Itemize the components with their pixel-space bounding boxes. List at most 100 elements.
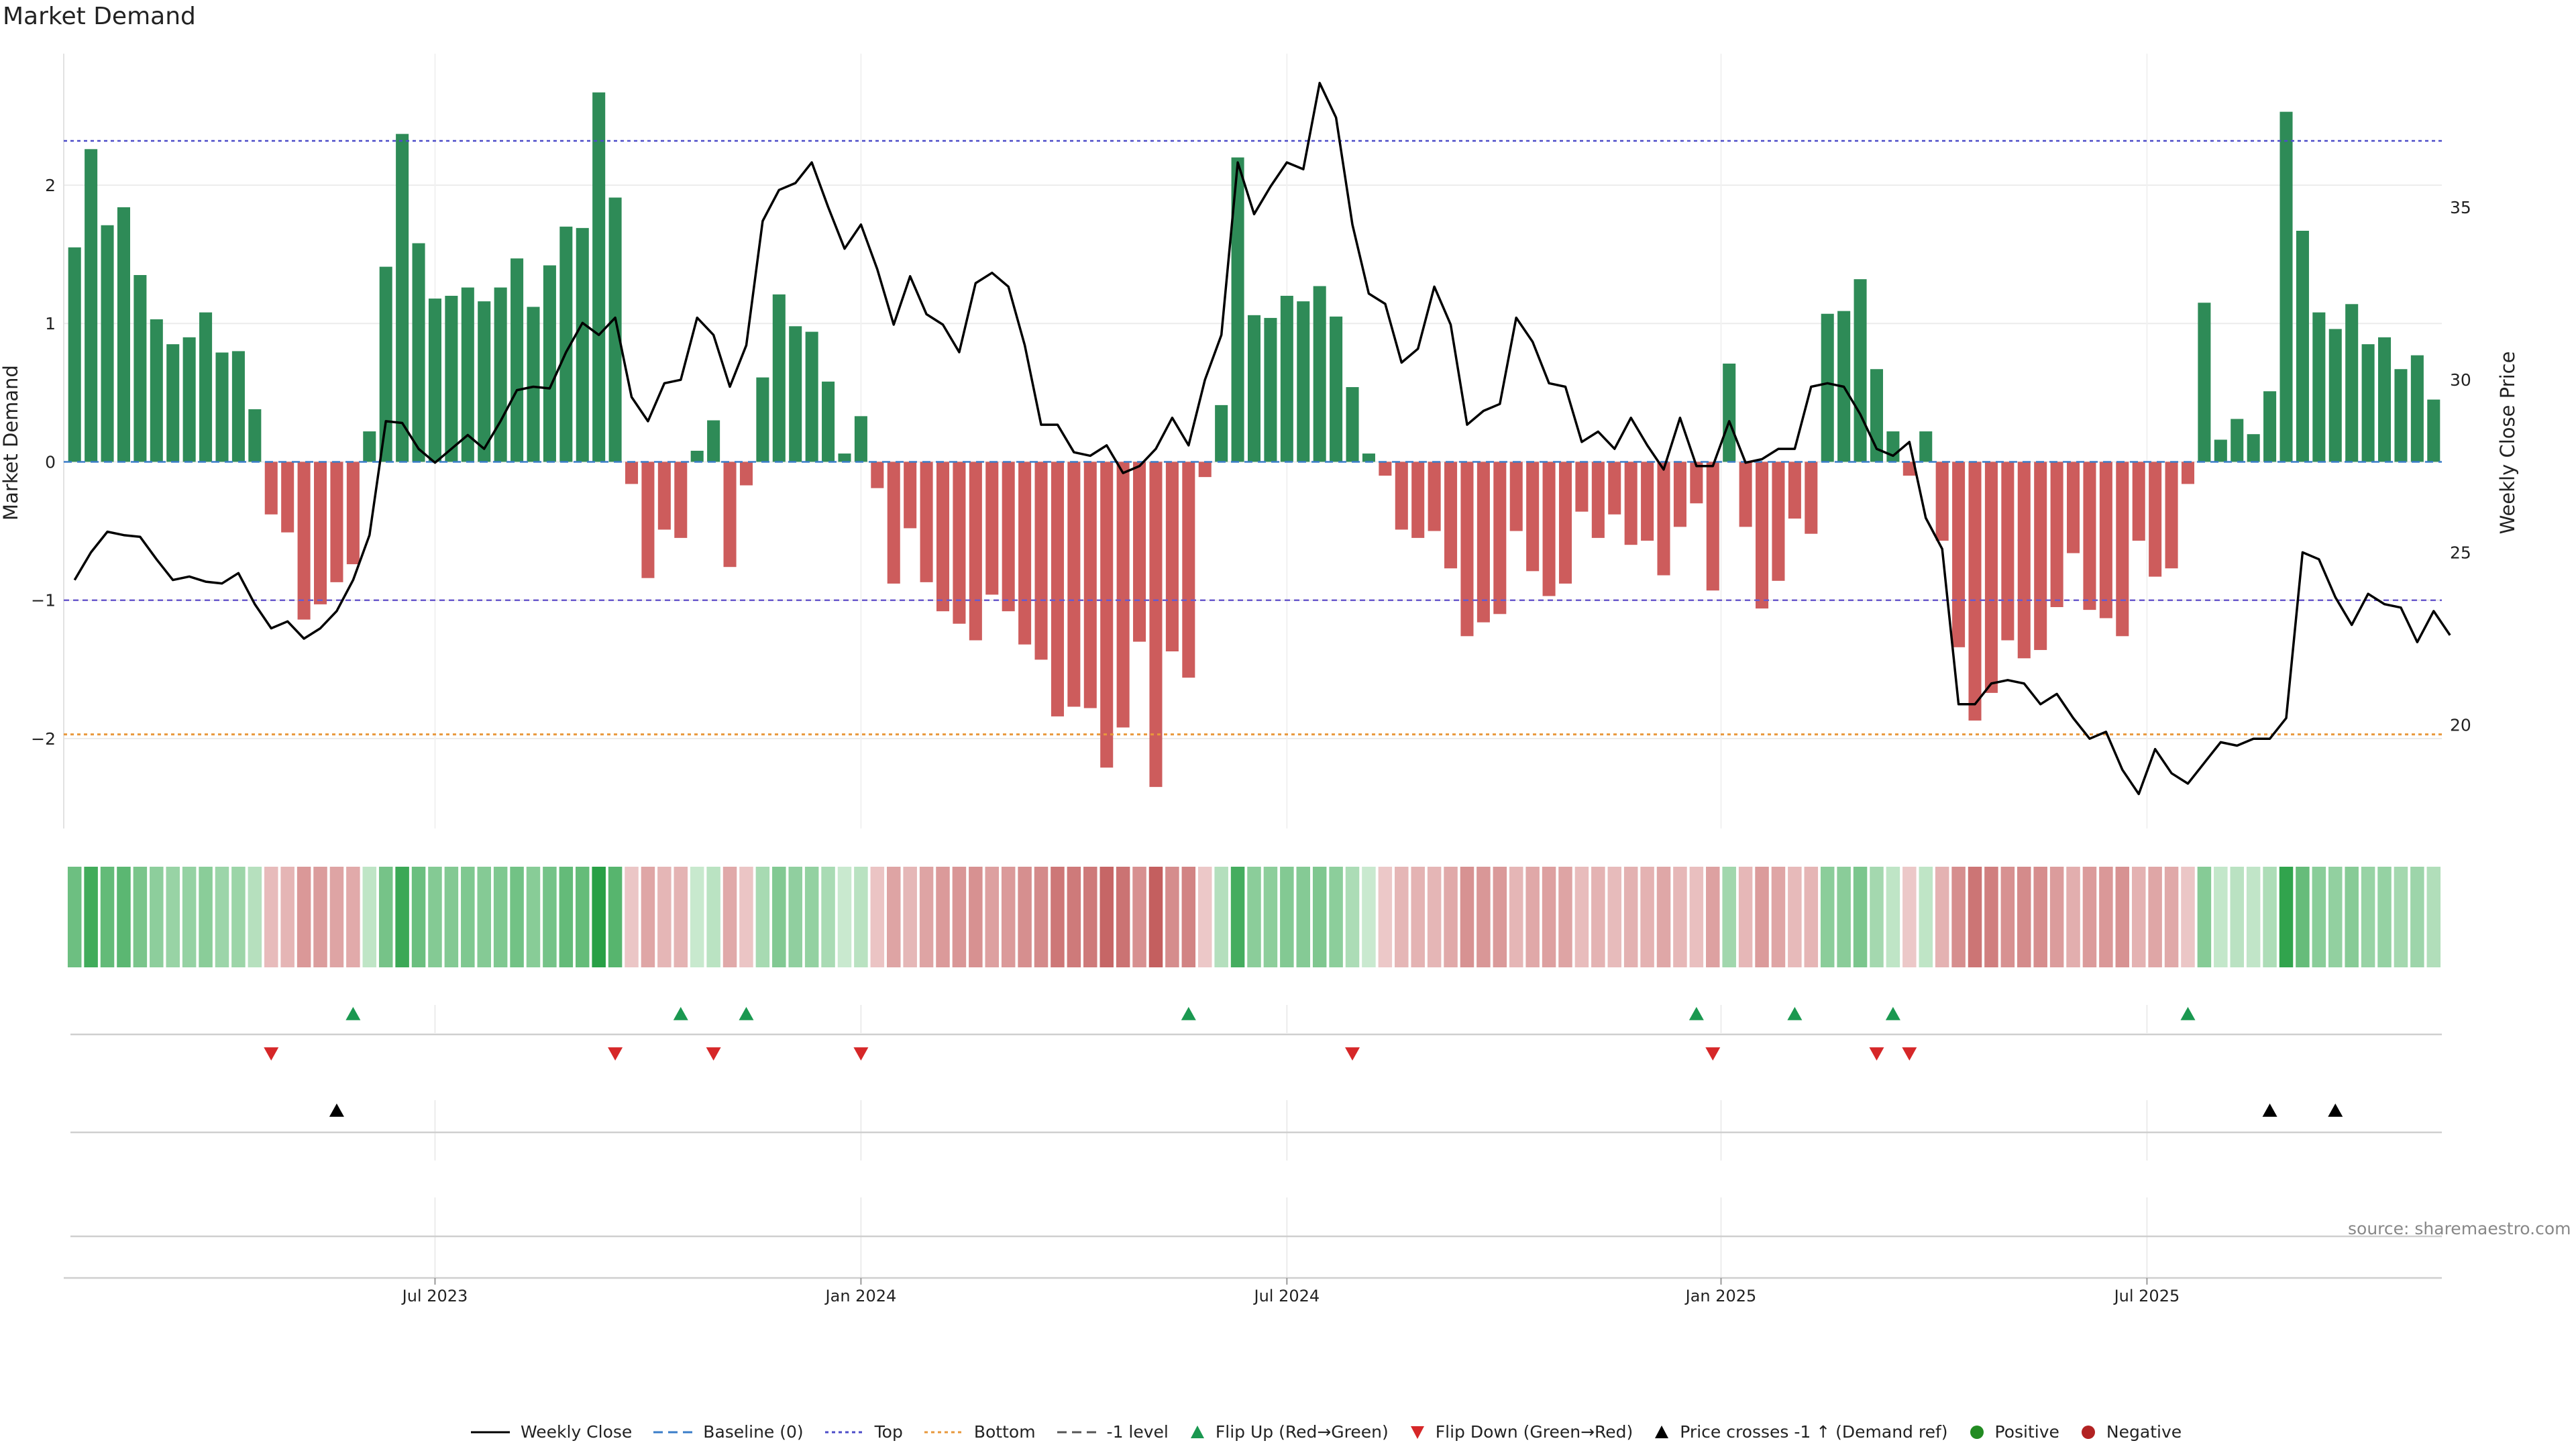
heat-cell (1623, 867, 1638, 967)
demand-bar (1854, 279, 1867, 462)
demand-bar (281, 462, 294, 533)
heat-cell (1656, 867, 1671, 967)
heat-cell (1853, 867, 1868, 967)
demand-bar (772, 294, 786, 462)
heat-cell (493, 867, 508, 967)
y-tick-label: 2 (45, 176, 56, 195)
legend-label: Weekly Close (521, 1422, 633, 1442)
heat-cell (2148, 867, 2162, 967)
demand-bar (2083, 462, 2096, 610)
legend-swatch-shape (1410, 1426, 1424, 1439)
demand-bar (101, 225, 114, 462)
demand-bar (1100, 462, 1114, 768)
heat-cell (2263, 867, 2277, 967)
demand-bar (1297, 301, 1310, 462)
legend-label: Top (874, 1422, 903, 1442)
heat-cell (199, 867, 213, 967)
heat-cell (1722, 867, 1736, 967)
heat-cell (411, 867, 426, 967)
heat-cell (297, 867, 311, 967)
demand-bar (1968, 462, 1982, 721)
demand-bar (2050, 462, 2063, 607)
demand-bar (690, 450, 704, 462)
demand-bar (396, 133, 409, 462)
heat-cell (1738, 867, 1753, 967)
legend-swatch (1970, 1425, 1984, 1439)
heat-cell (919, 867, 934, 967)
heat-cell (1329, 867, 1343, 967)
demand-bar (2427, 399, 2440, 462)
heat-cell (1411, 867, 1425, 967)
source-credit: source: sharemaestro.com (2348, 1219, 2571, 1238)
heat-cell (722, 867, 737, 967)
heat-cell (346, 867, 360, 967)
heat-cell (1378, 867, 1393, 967)
heat-cell (706, 867, 720, 967)
heat-cell (1197, 867, 1212, 967)
y-tick-label: −2 (31, 729, 56, 749)
demand-bar (1952, 462, 1966, 647)
heat-cell (772, 867, 786, 967)
flip-up-marker (1787, 1007, 1803, 1020)
demand-bar (2116, 462, 2129, 637)
heat-cell (1034, 867, 1049, 967)
heat-cell (1820, 867, 1835, 967)
heat-cell (280, 867, 294, 967)
demand-bar (166, 344, 180, 462)
heat-cell (1525, 867, 1540, 967)
heat-cell (1427, 867, 1442, 967)
demand-bar (2345, 304, 2359, 462)
demand-bar (1673, 462, 1686, 527)
demand-bar (1756, 462, 1769, 609)
legend-swatch (1410, 1426, 1424, 1439)
heat-cell (1230, 867, 1245, 967)
demand-bar (838, 453, 851, 462)
heat-cell (2410, 867, 2424, 967)
heat-cell (608, 867, 623, 967)
demand-bar (150, 319, 163, 462)
heat-cell (1706, 867, 1720, 967)
demand-bar (936, 462, 950, 612)
heat-cell (543, 867, 557, 967)
demand-bar (1002, 462, 1015, 612)
heat-cell (936, 867, 950, 967)
flip-up-marker (673, 1007, 688, 1020)
heat-cell (854, 867, 868, 967)
y-tick-label: 0 (45, 452, 56, 472)
demand-bar (904, 462, 917, 529)
y2-tick-label: 35 (2450, 198, 2471, 217)
legend-swatch (653, 1431, 693, 1433)
legend-item: Top (824, 1422, 903, 1442)
demand-bar (85, 149, 98, 462)
demand-bar (117, 207, 130, 462)
heat-cell (1755, 867, 1769, 967)
heat-cell (510, 867, 524, 967)
legend-swatch (1190, 1425, 1204, 1438)
demand-bar (1870, 369, 1884, 462)
price-cross-marker (2328, 1104, 2343, 1117)
heat-cell (1181, 867, 1196, 967)
heat-cell (575, 867, 590, 967)
demand-bar (1411, 462, 1425, 538)
heat-cell (1165, 867, 1179, 967)
demand-bar (1723, 364, 1736, 462)
demand-bar (2099, 462, 2112, 619)
y-axis-label: Market Demand (0, 365, 22, 521)
heat-cell (592, 867, 606, 967)
demand-bar (887, 462, 900, 584)
heat-cell (444, 867, 459, 967)
heat-cell (1607, 867, 1622, 967)
demand-bar (1821, 313, 1834, 462)
demand-bar (805, 331, 818, 462)
demand-bar (2296, 231, 2309, 462)
heat-cell (1558, 867, 1572, 967)
heat-cell (657, 867, 672, 967)
heat-cell (1919, 867, 1933, 967)
demand-bar (1624, 462, 1638, 545)
legend-label: Flip Up (Red→Green) (1215, 1422, 1389, 1442)
demand-bar (1558, 462, 1572, 584)
demand-bar (953, 462, 966, 624)
heat-cell (1018, 867, 1032, 967)
flip-down-marker (706, 1047, 721, 1061)
demand-bar (248, 409, 262, 462)
